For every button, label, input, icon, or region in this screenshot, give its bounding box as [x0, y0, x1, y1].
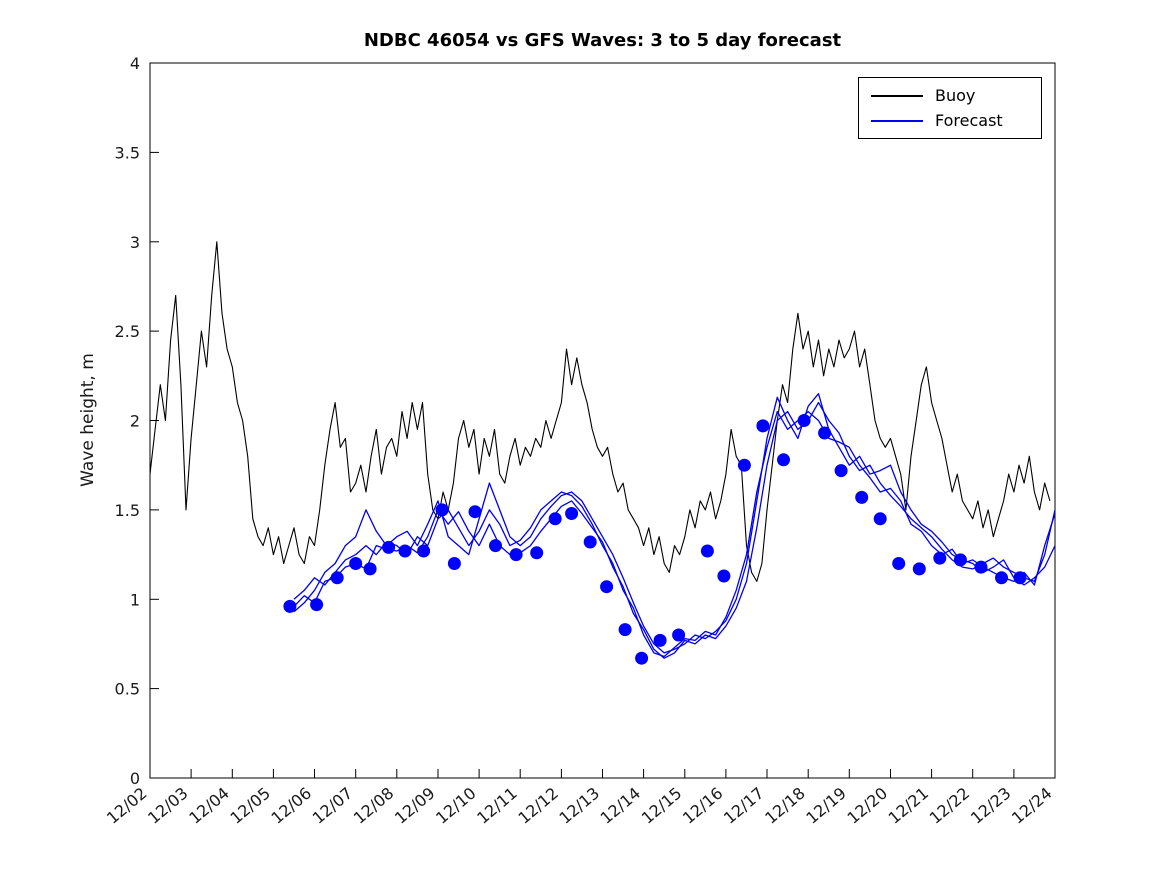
y-tick-label: 0.5 [115, 680, 140, 699]
x-tick-label: 12/18 [761, 784, 809, 828]
forecast-marker [382, 540, 396, 554]
forecast-line-sample-icon [871, 119, 923, 122]
x-tick-label: 12/10 [432, 784, 480, 828]
x-tick-label: 12/15 [638, 784, 686, 828]
chart-title: NDBC 46054 vs GFS Waves: 3 to 5 day fore… [363, 30, 842, 51]
forecast-marker [653, 633, 667, 647]
forecast-marker [618, 623, 632, 637]
forecast-marker [489, 539, 502, 553]
x-tick-label: 12/06 [268, 784, 316, 828]
forecast-marker [509, 548, 523, 562]
forecast-marker [283, 599, 297, 613]
x-tick-label: 12/17 [720, 784, 768, 828]
forecast-marker [912, 562, 926, 576]
forecast-marker [818, 426, 832, 440]
legend-entry-forecast: Forecast [859, 108, 1041, 133]
legend-label-forecast: Forecast [935, 111, 1003, 130]
y-axis-label: Wave height, m [78, 353, 98, 487]
legend-label-buoy: Buoy [935, 86, 976, 105]
x-tick-label: 12/07 [309, 784, 357, 828]
x-tick-label: 12/14 [597, 784, 645, 828]
x-tick-label: 12/21 [885, 784, 933, 828]
y-tick-label: 2 [130, 412, 140, 431]
forecast-marker [873, 512, 887, 526]
forecast-marker [530, 546, 544, 560]
forecast-line-1 [293, 401, 1056, 659]
forecast-line-3 [293, 410, 1056, 658]
x-tick-label: 12/24 [1008, 784, 1056, 828]
forecast-marker [398, 544, 412, 558]
x-tick-label: 12/12 [514, 784, 562, 828]
y-tick-label: 3.5 [115, 143, 140, 162]
x-tick-label: 12/16 [679, 784, 727, 828]
forecast-marker [834, 464, 848, 478]
forecast-marker [797, 414, 811, 427]
x-tick-label: 12/11 [473, 784, 521, 828]
x-tick-label: 12/04 [185, 784, 233, 828]
forecast-marker [583, 535, 597, 549]
y-tick-label: 1 [130, 590, 140, 609]
forecast-line-2 [293, 393, 1056, 654]
forecast-marker [330, 571, 344, 585]
x-tick-label: 12/02 [103, 784, 151, 828]
forecast-marker [1013, 571, 1027, 585]
y-tick-label: 3 [130, 233, 140, 252]
x-tick-label: 12/05 [226, 784, 274, 828]
forecast-marker [310, 598, 324, 612]
y-tick-label: 1.5 [115, 501, 140, 520]
x-tick-label: 12/09 [391, 784, 439, 828]
forecast-marker [635, 651, 649, 665]
axes-box [149, 62, 1056, 779]
x-tick-label: 12/03 [144, 784, 192, 828]
forecast-marker [717, 569, 731, 583]
forecast-marker [363, 562, 377, 576]
legend: Buoy Forecast [858, 77, 1042, 139]
y-tick-label: 4 [130, 54, 140, 73]
forecast-marker [600, 580, 614, 594]
forecast-marker [468, 505, 482, 519]
forecast-marker [700, 544, 714, 558]
forecast-marker [756, 419, 770, 433]
forecast-marker [435, 503, 449, 517]
x-tick-label: 12/20 [844, 784, 892, 828]
forecast-marker [855, 490, 869, 504]
x-tick-label: 12/22 [926, 784, 974, 828]
forecast-marker [565, 507, 579, 520]
buoy-line [149, 241, 1051, 582]
forecast-marker [933, 551, 947, 565]
x-tick-label: 12/23 [967, 784, 1015, 828]
legend-entry-buoy: Buoy [859, 83, 1041, 108]
forecast-marker [737, 458, 751, 472]
forecast-marker [672, 628, 686, 642]
forecast-marker [447, 557, 461, 570]
buoy-line-sample-icon [871, 94, 923, 97]
forecast-marker [953, 553, 967, 567]
y-tick-label: 0 [130, 769, 140, 788]
forecast-marker [995, 571, 1008, 585]
forecast-marker [349, 557, 363, 570]
forecast-marker [777, 453, 790, 467]
x-tick-label: 12/08 [350, 784, 398, 828]
forecast-marker [892, 557, 906, 570]
y-tick-label: 2.5 [115, 322, 140, 341]
forecast-marker [417, 544, 431, 558]
x-tick-label: 12/13 [556, 784, 604, 828]
forecast-marker [974, 560, 988, 574]
x-tick-label: 12/19 [802, 784, 850, 828]
forecast-marker [548, 512, 562, 526]
